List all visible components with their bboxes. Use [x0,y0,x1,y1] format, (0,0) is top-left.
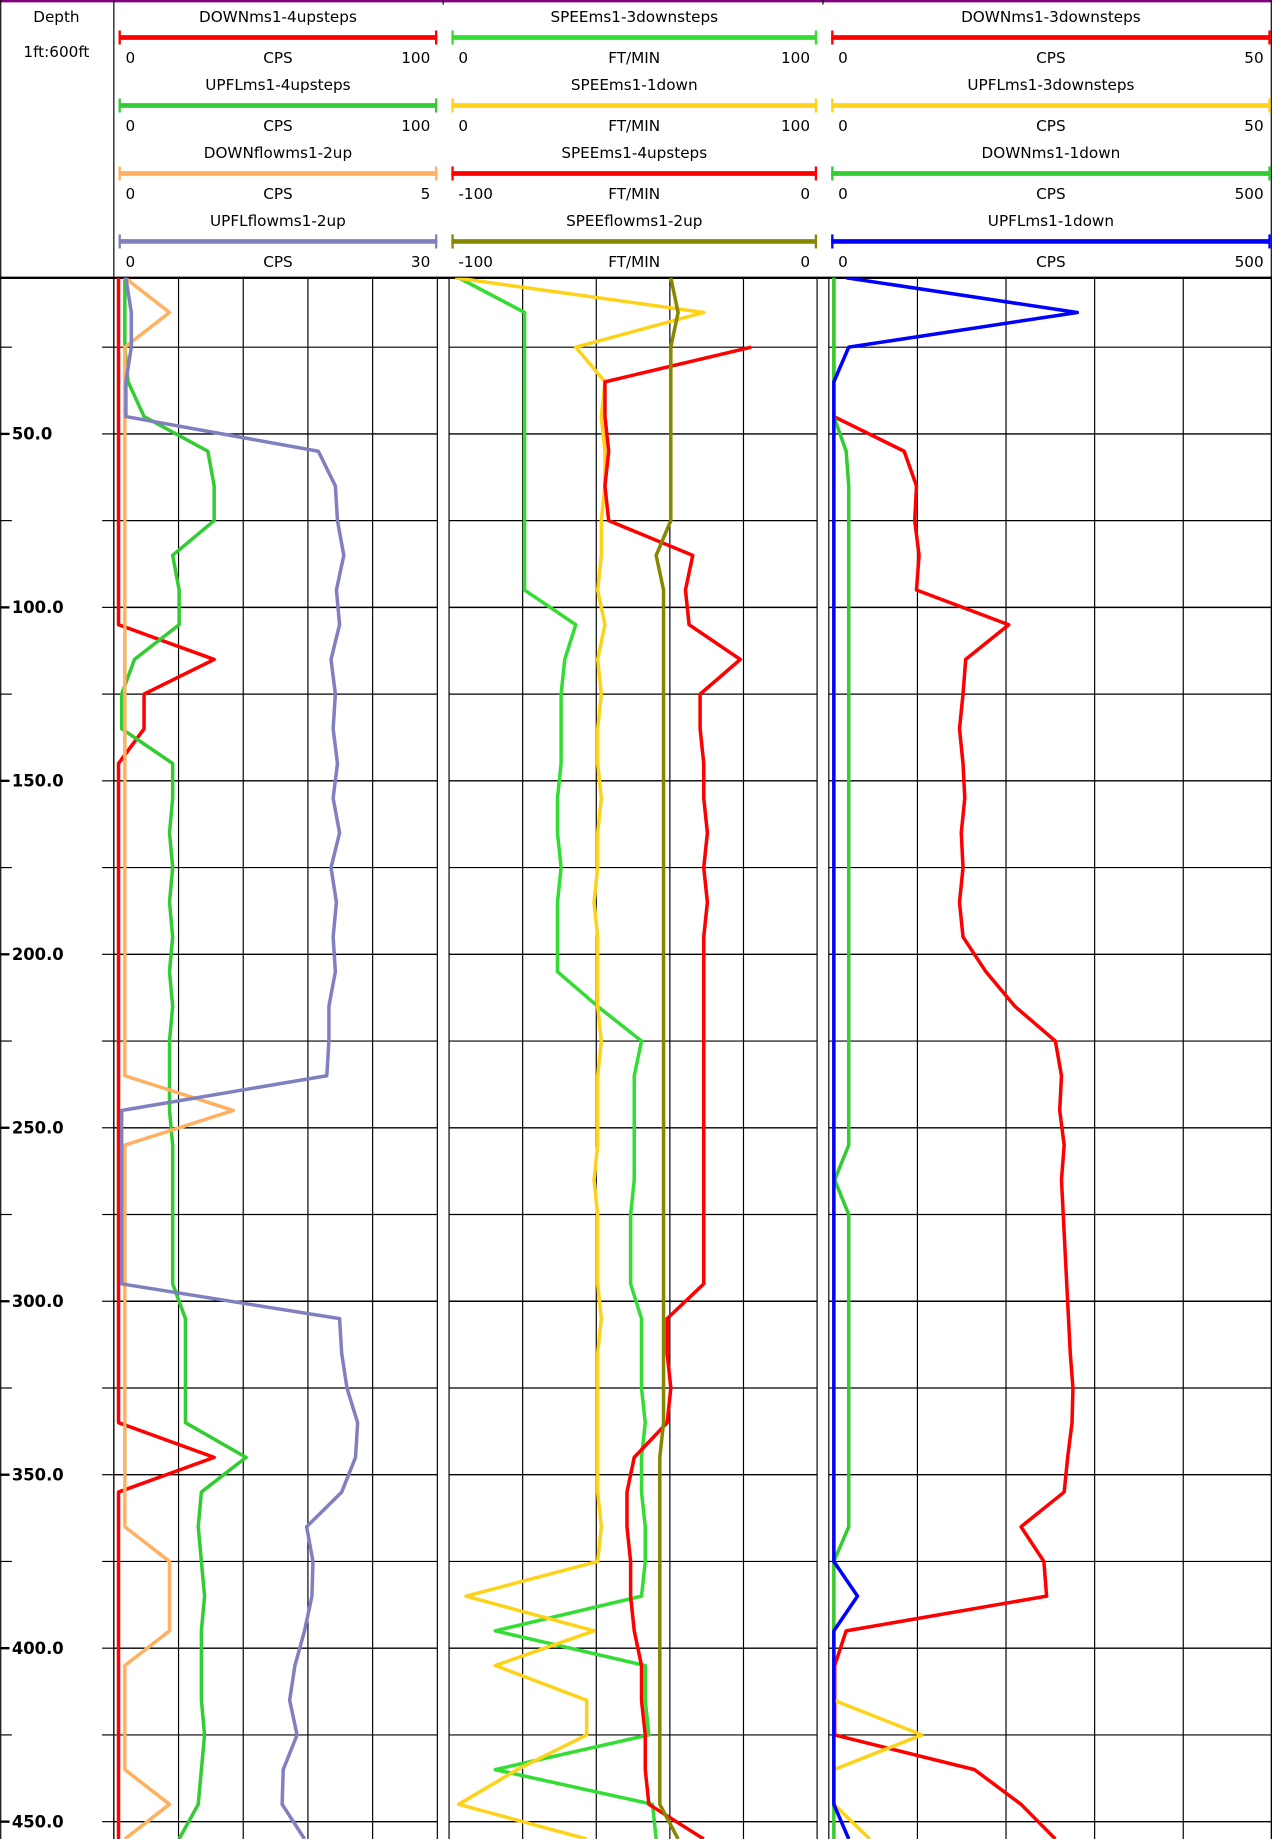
curve-name: DOWNflowms1-2up [204,144,352,162]
curve [603,345,752,1839]
depth-label: 300.0 [12,1292,64,1311]
scale-min: -100 [458,185,493,203]
curve [832,277,1080,1839]
curve-name: UPFLms1-1down [988,212,1114,230]
scale-max: 100 [781,117,810,135]
curve [119,277,360,1839]
scale-min: 0 [126,253,136,271]
scale-min: 0 [838,117,848,135]
curve-name: UPFLms1-3downsteps [967,76,1134,94]
curve [832,277,851,1839]
depth-label: 50.0 [12,425,52,444]
scale-max: 5 [421,185,431,203]
scale-max: 50 [1244,117,1263,135]
scale-unit: CPS [1036,49,1065,67]
depth-label: 200.0 [12,945,64,964]
scale-max: 500 [1235,253,1264,271]
scale-min: 0 [126,117,136,135]
depth-label: 250.0 [12,1118,64,1137]
scale-min: 0 [838,185,848,203]
curve-name: DOWNms1-1down [982,144,1121,162]
scale-unit: CPS [263,117,292,135]
scale-unit: CPS [1036,117,1065,135]
scale-unit: FT/MIN [608,253,660,271]
depth-title: Depth [33,8,79,26]
curve-name: DOWNms1-4upsteps [199,8,357,26]
scale-max: 50 [1244,49,1263,67]
scale-max: 500 [1235,185,1264,203]
scale-min: 0 [126,49,136,67]
scale-min: 0 [838,253,848,271]
scale-max: 30 [411,253,430,271]
scale-max: 100 [401,49,430,67]
curve-name: SPEEms1-4upsteps [561,144,707,162]
curve-name: SPEEflowms1-2up [566,212,702,230]
curve-name: SPEEms1-3downsteps [550,8,718,26]
scale-min: 0 [126,185,136,203]
depth-label: 100.0 [12,598,64,617]
scale-unit: CPS [263,253,292,271]
track-curves [832,277,1080,1839]
scale-max: 0 [800,185,810,203]
scale-min: 0 [458,117,468,135]
curve-name: UPFLms1-4upsteps [205,76,350,94]
curve [454,277,706,1839]
depth-label: 450.0 [12,1812,64,1831]
scale-unit: CPS [263,49,292,67]
scale-unit: FT/MIN [608,117,660,135]
scale-unit: FT/MIN [608,49,660,67]
curve-name: DOWNms1-3downsteps [961,8,1141,26]
depth-label: 150.0 [12,772,64,791]
grid: 50.0 100.0 150.0 200.0 250.0 300.0 350.0 400.0 4… [0,277,1272,1839]
scale-unit: CPS [1036,253,1065,271]
scale-unit: CPS [263,185,292,203]
scale-min: 0 [838,49,848,67]
depth-scale: 1ft:600ft [23,43,89,61]
curve-name: UPFLflowms1-2up [210,212,346,230]
scale-unit: FT/MIN [608,185,660,203]
curve [832,277,1075,1839]
curve [116,277,216,1839]
curve-name: SPEEms1-1down [571,76,698,94]
scale-min: 0 [458,49,468,67]
track-curves [454,277,752,1839]
scale-unit: CPS [1036,185,1065,203]
scale-max: 100 [781,49,810,67]
curve [119,277,248,1839]
curve [654,277,680,1839]
scale-min: -100 [458,253,493,271]
curve [457,277,658,1839]
scale-max: 0 [800,253,810,271]
scale-max: 100 [401,117,430,135]
curve [123,277,236,1839]
depth-label: 350.0 [12,1465,64,1484]
depth-label: 400.0 [12,1639,64,1658]
track-curves [116,277,360,1839]
